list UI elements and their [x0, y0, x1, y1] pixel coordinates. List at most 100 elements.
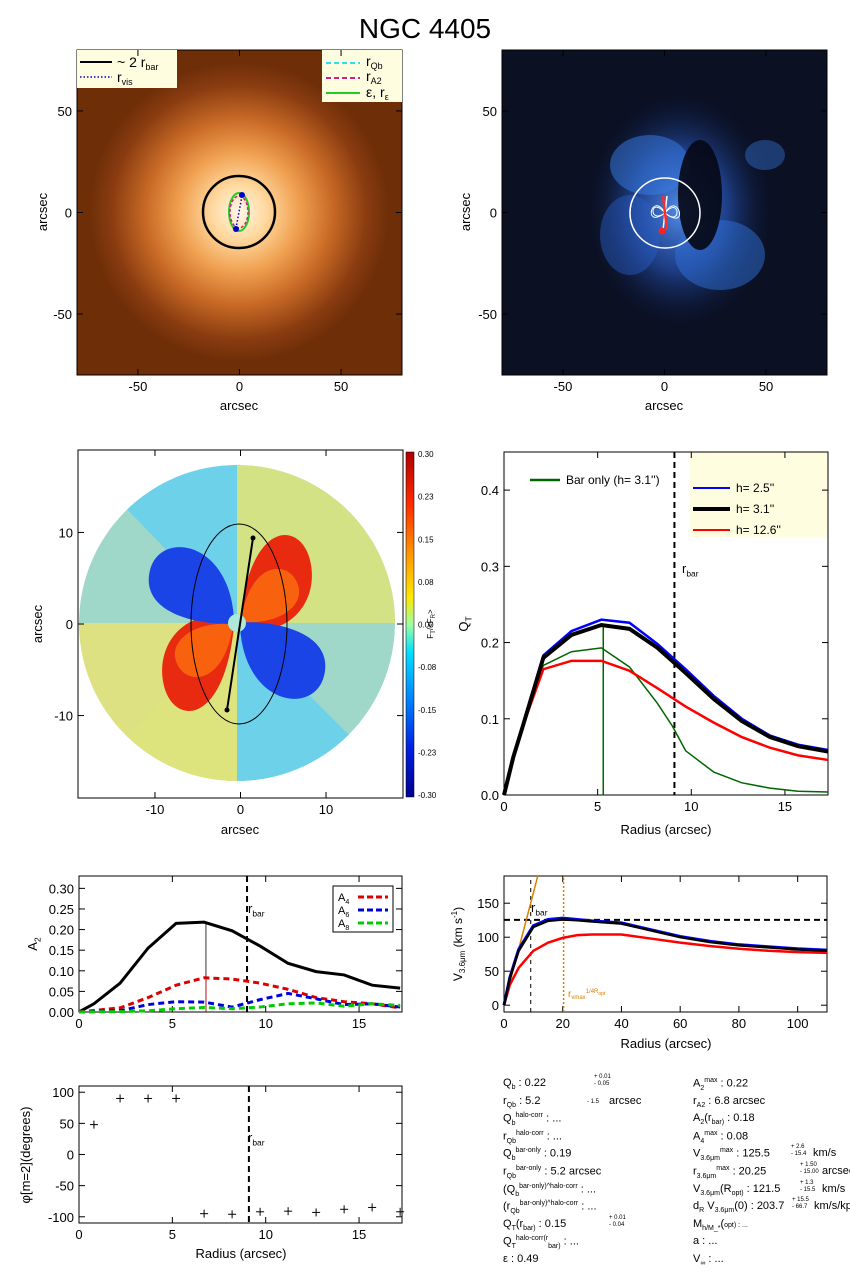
- am-series-line: [78, 1001, 401, 1014]
- x-tick-label: 50: [759, 379, 773, 394]
- legend-label: A4: [338, 892, 349, 906]
- uncertainty: + 2.6- 15.4: [791, 1144, 807, 1158]
- x-tick-label: 10: [258, 1227, 272, 1242]
- colorbar-label: FT/<FR>: [426, 609, 437, 639]
- negative-lobe: [148, 547, 234, 625]
- x-tick-label: 0: [500, 799, 507, 814]
- parameter-row: V3.6μmmax : 125.5: [693, 1147, 770, 1163]
- parameter-row: (rQbbar-only)^halo-corr : ...: [503, 1200, 597, 1216]
- legend-eps-label: ε, rε: [366, 84, 389, 102]
- y-tick-label: 0.10: [49, 964, 74, 979]
- parameter-row: V∞ : ...: [693, 1253, 724, 1268]
- x-tick-label: 100: [787, 1016, 809, 1031]
- y-tick-label: 0: [67, 1148, 74, 1163]
- y-tick-label: 0: [65, 206, 72, 221]
- two-rbar-circle: [201, 174, 277, 250]
- parameter-row: dR V3.6μm(0) : 203.7: [693, 1200, 785, 1215]
- y-tick-label: -10: [54, 709, 73, 724]
- residual-circle: [629, 177, 701, 249]
- unit-label: km/s: [822, 1182, 846, 1195]
- x-tick-label: 15: [778, 799, 792, 814]
- colorbar-tick-label: -0.15: [418, 706, 437, 715]
- ra2-ellipse: [229, 195, 249, 229]
- y-axis-label: V3.6μm (km s-1): [450, 907, 467, 981]
- uncertainty: + 15.5- 66.7: [792, 1197, 809, 1211]
- force-ratio-panel: FT/<FR>: [77, 449, 437, 799]
- y-tick-label: 0.05: [49, 984, 74, 999]
- colorbar-tick-label: -0.30: [418, 791, 437, 800]
- unit-label: arcsec: [609, 1094, 642, 1107]
- x-tick-label: -50: [554, 379, 573, 394]
- x-tick-label: 20: [555, 1016, 569, 1031]
- phase-profile-panel: [79, 1086, 402, 1223]
- y-tick-label: -50: [55, 1179, 74, 1194]
- x-tick-label: 80: [732, 1016, 746, 1031]
- qt-series-line: [502, 622, 829, 796]
- rbar-label: rbar: [531, 900, 548, 917]
- parameter-row: Qbbar-only : 0.19: [503, 1147, 572, 1163]
- y-tick-label: 10: [59, 525, 73, 540]
- qt-profile-panel: [504, 452, 828, 795]
- colorbar-tick-label: 0.30: [418, 450, 434, 459]
- y-tick-label: 0: [490, 206, 497, 221]
- negative-lobe: [240, 621, 326, 699]
- ellipticity-ellipse: [228, 192, 250, 232]
- x-tick-label: 50: [334, 379, 348, 394]
- y-tick-label: 0: [66, 617, 73, 632]
- y-tick-label: -50: [53, 307, 72, 322]
- x-tick-label: 0: [661, 379, 668, 394]
- x-tick-label: 0: [75, 1016, 82, 1031]
- x-tick-label: 5: [169, 1227, 176, 1242]
- parameter-row: Mh/M_*(opt) : ...: [693, 1217, 748, 1232]
- parameter-row: a : ...: [693, 1235, 718, 1248]
- y-tick-label: 100: [477, 930, 499, 945]
- y-tick-label: 0.25: [49, 902, 74, 917]
- legend-label: A6: [338, 905, 349, 919]
- galaxy-glow: [89, 62, 389, 362]
- unit-label: km/s/kpc: [814, 1200, 850, 1213]
- x-tick-label: 40: [614, 1016, 628, 1031]
- x-tick-label: 60: [673, 1016, 687, 1031]
- x-axis-label: arcsec: [221, 822, 260, 837]
- y-axis-label: arcsec: [458, 192, 473, 231]
- y-tick-label: 100: [52, 1085, 74, 1100]
- y-tick-label: 0.20: [49, 923, 74, 938]
- y-axis-label: arcsec: [30, 604, 45, 643]
- y-tick-label: -50: [478, 307, 497, 322]
- rotation-curve-panel: [504, 876, 827, 1012]
- colorbar-tick-label: -0.08: [418, 663, 437, 672]
- bar-end-marker: [658, 227, 666, 235]
- y-tick-label: 0: [492, 998, 499, 1013]
- x-axis-label: arcsec: [645, 398, 684, 413]
- y-tick-label: 0.00: [49, 1005, 74, 1020]
- x-tick-label: -10: [146, 802, 165, 817]
- rotation-series-line: [502, 933, 828, 1006]
- y-tick-label: 50: [483, 104, 497, 119]
- x-tick-label: 0: [500, 1016, 507, 1031]
- y-tick-label: -100: [48, 1210, 74, 1225]
- x-axis-label: arcsec: [220, 398, 259, 413]
- colorbar-tick-label: 0.08: [418, 578, 434, 587]
- y-axis-label: QT: [456, 616, 473, 631]
- plot-frame: [503, 875, 828, 1013]
- parameter-row: rQbhalo-corr : ...: [503, 1129, 562, 1145]
- x-tick-label: 15: [352, 1227, 366, 1242]
- rotation-series-line: [502, 918, 828, 1006]
- colorbar: [406, 452, 414, 797]
- x-tick-label: 10: [684, 799, 698, 814]
- parameter-row: rA2 : 6.8 arcsec: [693, 1094, 766, 1109]
- y-tick-label: 50: [58, 104, 72, 119]
- rbar-label: rbar: [682, 561, 699, 578]
- y-tick-label: 0.3: [481, 559, 499, 574]
- plot-frame: [503, 451, 829, 796]
- plot-frame: [78, 875, 403, 1013]
- x-tick-label: 10: [319, 802, 333, 817]
- parameter-row: (Qbbar-only)^halo-corr : ...: [503, 1182, 597, 1198]
- y-tick-label: 50: [60, 1116, 74, 1131]
- colorbar-tick-label: 0.00: [418, 621, 434, 630]
- y-tick-label: 0.1: [481, 712, 499, 727]
- colorbar-tick-label: 0.15: [418, 535, 434, 544]
- uncertainty: - 1.5: [587, 1098, 600, 1105]
- legend-right: [322, 50, 402, 102]
